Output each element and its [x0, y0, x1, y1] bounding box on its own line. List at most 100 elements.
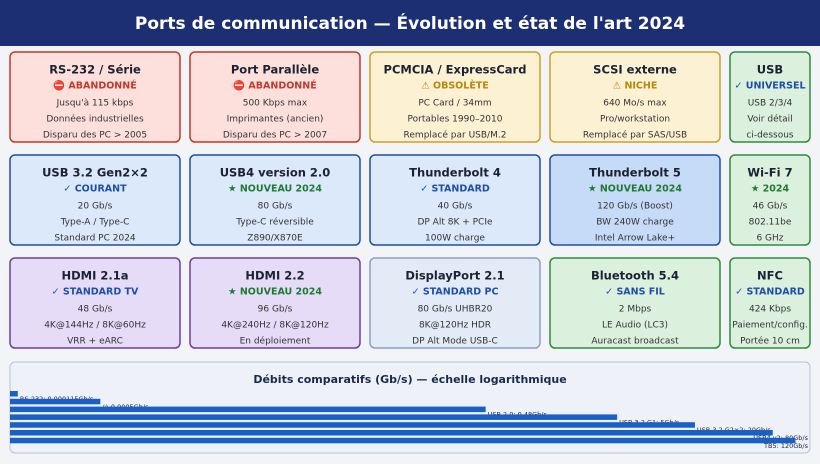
card-line: En déploiement — [240, 336, 311, 347]
card — [9, 51, 181, 143]
card — [189, 51, 361, 143]
card-title: SCSI externe — [593, 63, 677, 77]
card-line: 500 Kbps max — [243, 99, 308, 109]
card-line: BW 240W charge — [596, 218, 674, 228]
card-title: DisplayPort 2.1 — [405, 269, 504, 283]
card-title: Thunderbolt 5 — [589, 166, 681, 180]
card-line: Standard PC 2024 — [54, 234, 136, 244]
card-status: ⚠ OBSOLÈTE — [421, 80, 489, 92]
card-line: 4K@240Hz / 8K@120Hz — [221, 321, 329, 331]
card-title: HDMI 2.1a — [61, 269, 128, 283]
card-line: 100W charge — [425, 234, 485, 244]
card-status: ⛔ ABANDONNÉ — [53, 80, 136, 92]
card — [369, 257, 541, 349]
card — [9, 154, 181, 246]
card-line: 40 Gb/s — [438, 202, 473, 212]
card-status: ✓ UNIVERSEL — [734, 81, 805, 92]
card-line: VRR + eARC — [67, 337, 123, 347]
card-line: Disparu des PC > 2007 — [223, 131, 327, 141]
card-status: ★ NOUVEAU 2024 — [228, 287, 322, 298]
value-label: TB5: 120Gb/s — [763, 442, 809, 450]
card-line: Portée 10 cm — [740, 336, 800, 347]
card-line: Remplacé par USB/M.2 — [404, 130, 507, 141]
card-line: 20 Gb/s — [78, 202, 113, 212]
card-line: Remplacé par SAS/USB — [583, 130, 687, 141]
card-status: ⚠ NICHE — [613, 81, 658, 92]
card-status: ✓ STANDARD TV — [52, 287, 139, 298]
card-line: 48 Gb/s — [78, 305, 113, 315]
card — [369, 51, 541, 143]
card — [549, 257, 721, 349]
card-line: 4K@144Hz / 8K@60Hz — [44, 321, 146, 331]
card-line: Paiement/config. — [732, 321, 808, 331]
card-title: Bluetooth 5.4 — [591, 269, 679, 283]
card-line: Voir détail — [747, 114, 792, 125]
card-status: ✓ STANDARD — [735, 287, 805, 298]
card-title: NFC — [757, 269, 783, 283]
card-title: USB — [757, 63, 783, 77]
card-line: DP Alt Mode USB-C — [412, 337, 498, 347]
card-status: ★ NOUVEAU 2024 — [228, 184, 322, 195]
card-line: Pro/workstation — [600, 115, 670, 125]
card-line: 6 GHz — [756, 234, 783, 244]
card-line: 8K@120Hz HDR — [419, 321, 491, 331]
card-line: 802.11be — [749, 218, 792, 228]
card-title: Port Parallèle — [231, 63, 319, 77]
card-line: Type-A / Type-C — [60, 218, 130, 228]
card-line: 424 Kbps — [749, 305, 791, 315]
card-status: ✓ STANDARD — [420, 184, 490, 195]
page-title: Ports de communication — Évolution et ét… — [135, 12, 685, 34]
card-line: Intel Arrow Lake+ — [595, 234, 675, 244]
card-title: PCMCIA / ExpressCard — [384, 63, 527, 77]
card-line: 80 Gb/s — [258, 202, 293, 212]
card-line: DP Alt 8K + PCIe — [417, 218, 493, 228]
card-line: ci-dessous — [746, 131, 794, 141]
card — [549, 154, 721, 246]
card-title: USB4 version 2.0 — [220, 166, 331, 180]
bar — [10, 398, 101, 405]
bar — [10, 422, 695, 428]
card-status: ⛔ ABANDONNÉ — [233, 80, 316, 92]
card-status: ✓ SANS FIL — [605, 287, 665, 298]
card — [9, 257, 181, 349]
card-title: RS-232 / Série — [49, 63, 141, 77]
card-line: 46 Gb/s — [753, 202, 788, 212]
card — [729, 154, 811, 246]
card-line: Z890/X870E — [247, 234, 303, 244]
card-title: HDMI 2.2 — [245, 269, 304, 283]
bar — [10, 430, 773, 436]
card-line: 80 Gb/s UHBR20 — [418, 305, 493, 315]
card-title: USB 3.2 Gen2×2 — [42, 166, 148, 180]
card-status: ✓ STANDARD PC — [412, 287, 499, 298]
card-title: Wi-Fi 7 — [747, 166, 792, 180]
card-line: 640 Mo/s max — [603, 99, 667, 109]
bar — [10, 391, 18, 397]
card-line: Imprimantes (ancien) — [227, 115, 324, 125]
card — [189, 154, 361, 246]
card — [729, 257, 811, 349]
bar — [10, 406, 486, 413]
card-line: PC Card / 34mm — [418, 99, 491, 109]
card — [729, 51, 811, 143]
card — [369, 154, 541, 246]
card-line: 120 Gb/s (Boost) — [597, 202, 673, 212]
bar — [10, 437, 796, 444]
card-line: Disparu des PC > 2005 — [43, 131, 147, 141]
card-line: USB 2/3/4 — [748, 99, 793, 109]
card-status: ★ NOUVEAU 2024 — [588, 184, 682, 195]
card-line: Jusqu'à 115 kbps — [56, 99, 134, 109]
card-line: Données industrielles — [46, 114, 144, 125]
card-title: Thunderbolt 4 — [409, 166, 501, 180]
card — [549, 51, 721, 143]
card-line: 2 Mbps — [619, 305, 652, 315]
chart-title: Débits comparatifs (Gb/s) — échelle loga… — [253, 373, 566, 386]
card-line: LE Audio (LC3) — [602, 321, 668, 331]
card-line: Type-C réversible — [235, 217, 314, 228]
card-status: ✓ COURANT — [63, 184, 127, 195]
card — [189, 257, 361, 349]
card-status: ★ 2024 — [751, 184, 790, 195]
bar — [10, 414, 618, 420]
card-line: Portables 1990–2010 — [408, 115, 503, 125]
